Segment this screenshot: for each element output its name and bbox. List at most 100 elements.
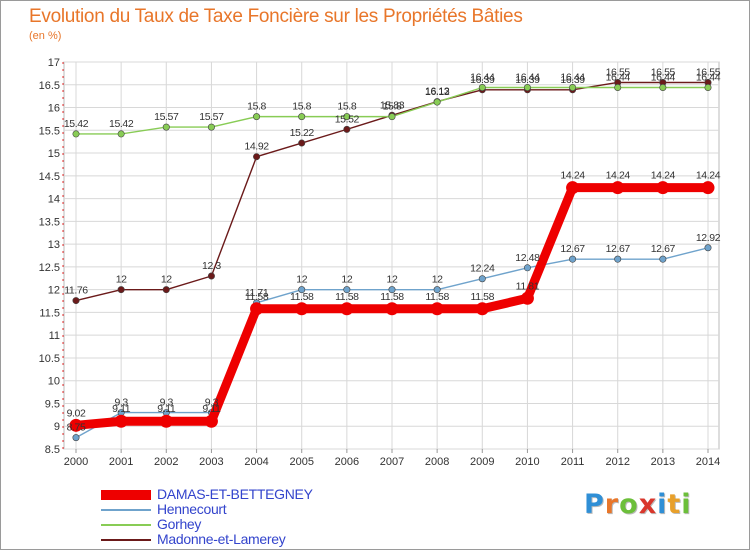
data-label: 9.11: [202, 403, 221, 415]
data-label: 15.57: [199, 111, 224, 123]
data-point: [207, 123, 215, 131]
data-label: 12: [296, 274, 307, 286]
data-label: 12: [116, 274, 127, 286]
data-point: [701, 181, 715, 195]
data-point: [340, 302, 354, 316]
chart-subtitle: (en %): [29, 30, 62, 42]
y-tick-label: 13.5: [39, 216, 60, 228]
data-point: [343, 286, 351, 294]
legend-label: Gorhey: [157, 516, 202, 532]
x-tick-label: 2010: [515, 456, 539, 468]
data-label: 15.83: [380, 99, 405, 111]
y-tick-label: 17: [48, 57, 60, 69]
x-tick-label: 2013: [651, 456, 675, 468]
data-point: [614, 255, 622, 263]
y-tick-label: 9.5: [45, 398, 60, 410]
data-point: [114, 414, 128, 428]
y-tick-label: 16.5: [39, 80, 60, 92]
series-layer: [69, 78, 715, 442]
x-tick-label: 2002: [154, 456, 178, 468]
legend-swatch: [101, 509, 151, 511]
data-label: 16.55: [696, 66, 721, 78]
data-point: [207, 272, 215, 280]
data-label: 14.24: [560, 170, 585, 182]
data-point: [295, 302, 309, 316]
proxiti-logo: Proxiti: [584, 489, 692, 520]
data-label: 12: [161, 274, 172, 286]
data-label: 11.76: [64, 285, 88, 297]
y-tick-label: 15.5: [39, 125, 60, 137]
data-label: 12: [387, 274, 398, 286]
data-point: [659, 255, 667, 263]
data-point: [72, 297, 80, 305]
logo-letter: x: [638, 489, 658, 520]
data-label: 11.58: [335, 291, 359, 303]
data-label: 14.92: [244, 141, 269, 153]
data-label: 11.58: [425, 291, 449, 303]
data-point: [388, 286, 396, 294]
data-label: 12.67: [651, 243, 676, 255]
x-tick-label: 2011: [561, 456, 585, 468]
x-tick-label: 2005: [289, 456, 313, 468]
data-label: 15.42: [64, 118, 89, 130]
data-label: 16.44: [470, 71, 495, 83]
data-point: [704, 83, 712, 91]
data-label: 16.12: [425, 86, 450, 98]
y-tick-label: 16: [48, 103, 60, 115]
data-point: [204, 414, 218, 428]
data-point: [253, 113, 261, 121]
data-point: [343, 113, 351, 121]
y-tick-label: 12.5: [39, 262, 60, 274]
y-tick-label: 12: [48, 285, 60, 297]
data-label: 12.24: [470, 263, 495, 275]
y-tick-label: 10: [48, 376, 60, 388]
data-point: [385, 302, 399, 316]
data-label: 16.55: [651, 66, 676, 78]
data-point: [253, 153, 261, 161]
data-label: 9.02: [67, 407, 86, 419]
data-point: [298, 286, 306, 294]
data-label: 15.8: [247, 101, 266, 113]
logo-letter: i: [681, 489, 692, 520]
y-tick-label: 10.5: [39, 353, 60, 365]
data-label: 12.67: [560, 243, 585, 255]
data-label: 12.48: [515, 252, 540, 264]
data-label: 15.8: [292, 101, 311, 113]
logo-letter: r: [604, 489, 620, 520]
y-tick-label: 11.5: [39, 307, 60, 319]
data-point: [159, 414, 173, 428]
data-label: 16.39: [470, 74, 495, 86]
logo-letter: t: [667, 489, 682, 520]
data-label: 15.22: [290, 127, 315, 139]
data-point: [162, 286, 170, 294]
legend-label: Madonne-et-Lamerey: [157, 531, 286, 547]
data-point: [478, 275, 486, 283]
x-tick-label: 2007: [380, 456, 404, 468]
data-point: [162, 123, 170, 131]
data-label: 15.8: [337, 101, 356, 113]
data-label: 12.92: [696, 232, 721, 244]
data-label: 14.24: [606, 170, 631, 182]
data-label: 11.58: [380, 291, 404, 303]
y-tick-label: 14: [48, 194, 60, 206]
data-point: [72, 130, 80, 138]
data-point: [611, 181, 625, 195]
data-label: 15.52: [335, 113, 360, 125]
x-tick-label: 2012: [605, 456, 629, 468]
data-point: [343, 125, 351, 133]
data-point: [475, 302, 489, 316]
data-label: 11.58: [290, 291, 314, 303]
data-point: [523, 83, 531, 91]
data-point: [298, 113, 306, 121]
data-point: [117, 130, 125, 138]
data-label: 14.24: [696, 170, 721, 182]
data-point: [388, 113, 396, 121]
data-point: [69, 418, 83, 432]
x-tick-label: 2006: [335, 456, 359, 468]
data-label: 9.11: [112, 403, 131, 415]
data-label: 16.44: [560, 71, 585, 83]
data-point: [250, 302, 264, 316]
data-point: [656, 181, 670, 195]
y-tick-label: 9: [54, 421, 60, 433]
data-label: 16.13: [425, 86, 450, 98]
